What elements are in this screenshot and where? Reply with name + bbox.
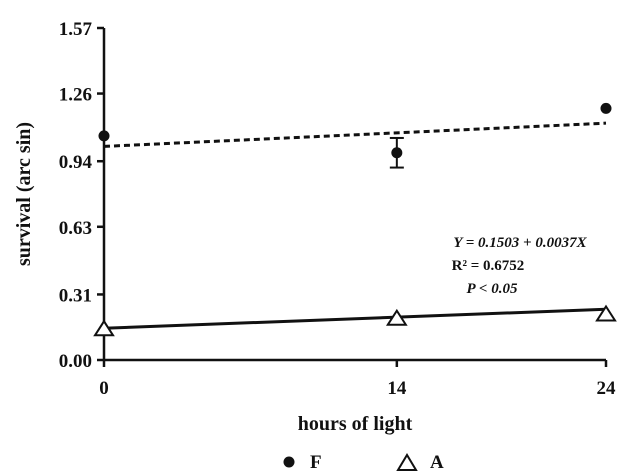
legend-label-a: A [430,452,444,472]
fit-lines [103,121,607,330]
x-axis-title: hours of light [298,413,413,435]
y-tick-label: 0.31 [59,285,92,306]
x-tick-label: 14 [387,378,407,399]
legend: F A [283,452,444,472]
equation-label: Y = 0.1503 + 0.0037X [453,235,587,251]
x-ticks: 0 14 24 [99,360,616,399]
r-squared-label: R² = 0.6752 [452,258,525,274]
x-tick-label: 0 [99,378,109,399]
data-markers [93,102,617,337]
x-tick-label: 24 [597,378,617,399]
legend-marker-a [396,453,418,471]
y-tick-label: 0.63 [59,218,92,239]
y-tick-label: 0.00 [59,351,92,372]
y-tick-label: 1.57 [59,19,93,40]
point-f [98,130,110,142]
y-tick-label: 1.26 [59,85,92,106]
point-a [386,308,408,326]
legend-label-f: F [310,452,322,472]
regression-annotation: Y = 0.1503 + 0.0037X R² = 0.6752 P < 0.0… [452,235,588,297]
y-tick-label: 0.94 [59,152,93,173]
axes [102,28,606,362]
point-f [391,147,403,159]
y-ticks: 0.00 0.31 0.63 0.94 1.26 1.57 [59,19,104,372]
p-value-label: P < 0.05 [467,281,518,297]
point-f [600,102,612,114]
fit-line-f [103,121,607,148]
point-a [93,319,115,337]
y-axis-title: survival (arc sin) [13,122,35,266]
point-a [595,304,617,322]
legend-marker-f [283,456,295,468]
fit-line-a [103,307,607,330]
